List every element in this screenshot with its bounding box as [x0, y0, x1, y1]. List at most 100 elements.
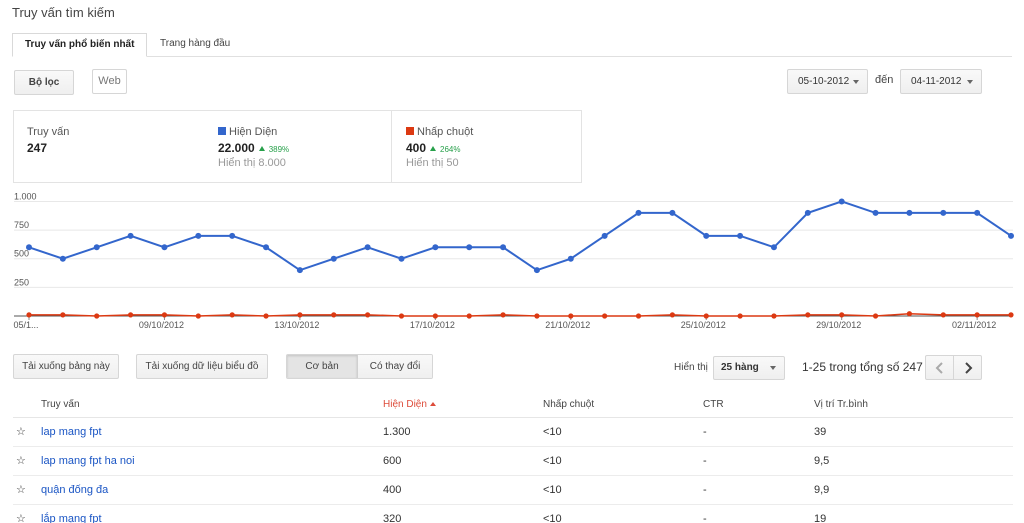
x-tick-label: 09/10/2012 — [139, 320, 184, 330]
data-point — [906, 311, 913, 317]
stat-clicks[interactable]: Nhấp chuột 400 264% Hiển thị 50 — [393, 111, 581, 182]
chevron-left-icon — [935, 362, 943, 374]
data-point — [398, 313, 405, 319]
data-point — [331, 312, 337, 318]
filter-button[interactable]: Bộ lọc — [14, 70, 74, 95]
x-tick-label: 02/11/2012 — [952, 320, 996, 330]
download-chart-data-button[interactable]: Tải xuống dữ liệu biểu đồ — [136, 354, 268, 379]
clicks-cell: <10 — [543, 417, 703, 447]
data-point — [567, 255, 574, 262]
table-header-row: Truy vấn Hiện Diện Nhấp chuột CTR Vị trí… — [13, 392, 1013, 418]
end-date-value: 04-11-2012 — [911, 76, 962, 87]
data-point — [127, 232, 134, 239]
x-tick-label: 17/10/2012 — [410, 320, 455, 330]
data-point — [1008, 232, 1014, 239]
data-point — [804, 209, 811, 216]
table-row: ☆ lap mang fpt ha noi 600 <10 - 9,5 — [13, 446, 1013, 476]
data-point — [263, 313, 269, 319]
star-icon[interactable]: ☆ — [13, 446, 41, 476]
ctr-cell: - — [703, 417, 814, 447]
changes-view-button[interactable]: Có thay đổi — [358, 355, 432, 378]
query-link[interactable]: lắp mạng fpt — [41, 512, 102, 523]
data-point — [263, 244, 270, 251]
start-date-select[interactable]: 05-10-2012 — [787, 69, 868, 94]
data-point — [93, 244, 100, 251]
data-point — [500, 244, 507, 251]
x-tick-label: 05/1... — [13, 320, 38, 330]
clicks-cell: <10 — [543, 446, 703, 476]
stat-queries-label: Truy vấn — [27, 126, 70, 138]
data-point — [330, 255, 337, 262]
data-point — [635, 313, 642, 319]
x-tick-label: 29/10/2012 — [816, 320, 861, 330]
star-icon[interactable]: ☆ — [13, 504, 41, 523]
x-tick-label: 13/10/2012 — [274, 320, 319, 330]
data-point — [534, 313, 540, 319]
data-point — [365, 312, 371, 318]
data-point — [839, 312, 845, 318]
data-point — [974, 312, 980, 318]
data-point — [195, 313, 201, 319]
chevron-down-icon — [967, 80, 973, 84]
download-table-button[interactable]: Tải xuống bảng này — [13, 354, 119, 379]
star-icon[interactable]: ☆ — [13, 417, 41, 447]
ctr-cell: - — [703, 446, 814, 476]
web-filter-chip[interactable]: Web — [92, 69, 127, 94]
data-point — [364, 244, 371, 251]
data-point — [26, 312, 32, 318]
query-link[interactable]: quận đống đa — [41, 483, 109, 496]
column-header-query[interactable]: Truy vấn — [41, 392, 383, 418]
page-title: Truy vấn tìm kiếm — [12, 5, 115, 20]
table-row: ☆ lắp mạng fpt 320 <10 - 19 — [13, 504, 1013, 523]
data-point — [398, 255, 405, 262]
data-point — [432, 244, 439, 251]
query-link[interactable]: lap mang fpt — [41, 425, 102, 438]
data-point — [669, 209, 676, 216]
query-link[interactable]: lap mang fpt ha noi — [41, 454, 135, 467]
next-page-button[interactable] — [953, 355, 982, 380]
stat-queries-value: 247 — [27, 141, 48, 155]
impressions-swatch-icon — [218, 127, 226, 135]
data-point — [940, 312, 946, 318]
line-chart: 250 500 750 1.000 05/1... 09/10/2012 13/10/201… — [13, 191, 1014, 330]
tab-top-queries[interactable]: Truy vấn phổ biến nhất — [12, 33, 148, 57]
stat-impressions-label: Hiện Diện — [229, 126, 278, 138]
impressions-cell: 600 — [383, 446, 543, 476]
data-point — [602, 313, 608, 319]
column-header-avg-position[interactable]: Vị trí Tr.bình — [814, 392, 1013, 418]
table-row: ☆ quận đống đa 400 <10 - 9,9 — [13, 475, 1013, 505]
tab-top-pages[interactable]: Trang hàng đầu — [160, 38, 231, 49]
data-point — [195, 232, 202, 239]
tab-bar: Truy vấn phổ biến nhất Trang hàng đầu — [12, 33, 1012, 57]
chevron-right-icon — [965, 362, 973, 374]
data-point — [1008, 312, 1014, 318]
column-header-ctr[interactable]: CTR — [703, 392, 814, 418]
position-cell: 19 — [814, 504, 1013, 523]
y-tick-label: 750 — [14, 220, 29, 230]
impressions-cell: 320 — [383, 504, 543, 523]
data-point — [568, 313, 574, 319]
rows-per-page-value: 25 hàng — [721, 362, 759, 373]
data-point — [737, 313, 743, 319]
data-point — [872, 209, 879, 216]
column-header-clicks[interactable]: Nhấp chuột — [543, 392, 703, 418]
x-tick-label: 21/10/2012 — [545, 320, 590, 330]
position-cell: 9,5 — [814, 446, 1013, 476]
column-header-impressions[interactable]: Hiện Diện — [383, 392, 543, 418]
rows-per-page-select[interactable]: 25 hàng — [713, 356, 785, 380]
position-cell: 9,9 — [814, 475, 1013, 505]
start-date-value: 05-10-2012 — [798, 76, 850, 87]
data-point — [669, 312, 675, 318]
stat-clicks-label: Nhấp chuột — [417, 126, 474, 138]
star-icon[interactable]: ☆ — [13, 475, 41, 505]
previous-page-button[interactable] — [925, 355, 954, 380]
data-point — [838, 198, 845, 205]
data-point — [229, 312, 235, 318]
basic-view-button[interactable]: Cơ bản — [287, 355, 359, 378]
data-point — [805, 312, 811, 318]
data-point — [466, 313, 472, 319]
stat-impressions-change: 389% — [268, 145, 290, 154]
end-date-select[interactable]: 04-11-2012 — [900, 69, 982, 94]
y-tick-label: 500 — [14, 249, 29, 259]
stat-impressions[interactable]: Hiện Diện 22.000 389% Hiển thị 8.000 — [205, 111, 392, 182]
